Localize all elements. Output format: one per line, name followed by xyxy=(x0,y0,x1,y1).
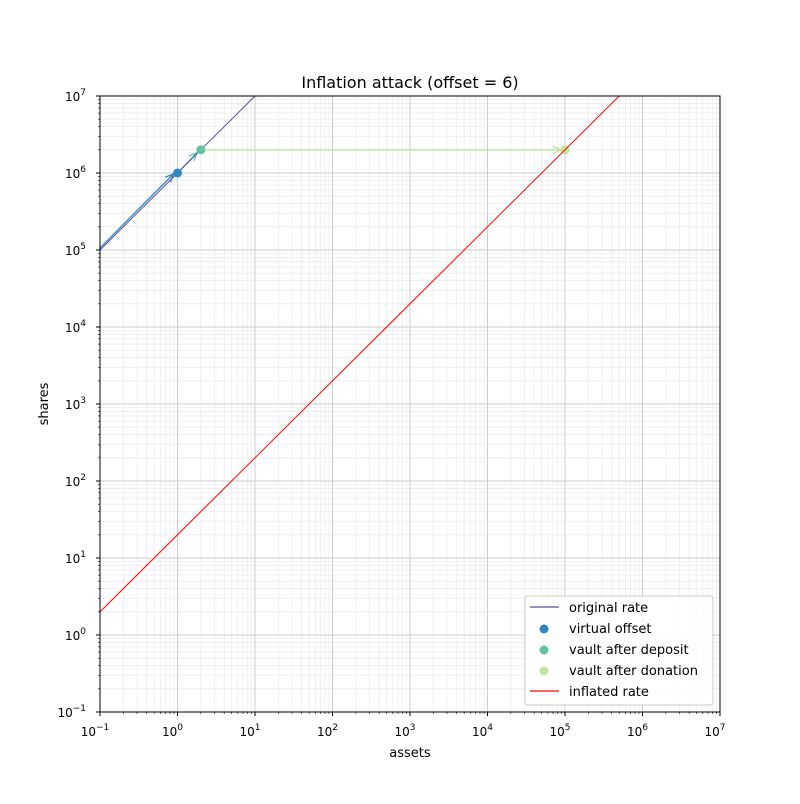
chart-title: Inflation attack (offset = 6) xyxy=(301,73,518,92)
y-axis-label: shares xyxy=(37,382,52,425)
x-tick-label: 101 xyxy=(239,723,260,739)
y-tick-label: 105 xyxy=(65,242,86,258)
y-tick-label: 103 xyxy=(65,396,86,412)
y-tick-label: 102 xyxy=(65,473,86,489)
x-tick-label: 100 xyxy=(162,723,183,739)
x-tick-label: 103 xyxy=(394,723,415,739)
x-tick-label: 104 xyxy=(472,723,493,739)
legend: original rate virtual offset vault after d… xyxy=(524,595,714,706)
x-tick-label: 106 xyxy=(627,723,648,739)
x-tick-label: 107 xyxy=(704,723,725,739)
legend-label: vault after deposit xyxy=(569,643,689,658)
series-line-inflated-rate xyxy=(100,96,620,613)
legend-marker-icon xyxy=(539,645,549,655)
legend-marker-icon xyxy=(539,624,549,634)
data-point-vault-after-deposit xyxy=(196,145,206,155)
legend-label: inflated rate xyxy=(569,685,649,700)
legend-box xyxy=(524,595,714,706)
y-tick-label: 106 xyxy=(65,165,86,181)
arrow xyxy=(100,174,174,249)
legend-label: virtual offset xyxy=(569,622,651,637)
data-point-virtual-offset xyxy=(173,168,182,178)
x-axis-label: assets xyxy=(389,746,431,761)
legend-label: vault after donation xyxy=(569,664,698,679)
axes-frame xyxy=(99,95,721,713)
legend-marker-icon xyxy=(539,666,549,676)
y-tick-label: 104 xyxy=(65,319,86,335)
y-tick-label: 10−1 xyxy=(57,704,86,720)
x-tick-label: 105 xyxy=(549,723,570,739)
x-tick-label: 10−1 xyxy=(81,723,110,739)
legend-label: original rate xyxy=(569,601,648,616)
plot-area xyxy=(100,96,620,613)
y-tick-label: 107 xyxy=(65,88,86,104)
x-tick-label: 102 xyxy=(317,723,338,739)
y-tick-label: 100 xyxy=(65,627,86,643)
y-tick-label: 101 xyxy=(65,550,86,566)
